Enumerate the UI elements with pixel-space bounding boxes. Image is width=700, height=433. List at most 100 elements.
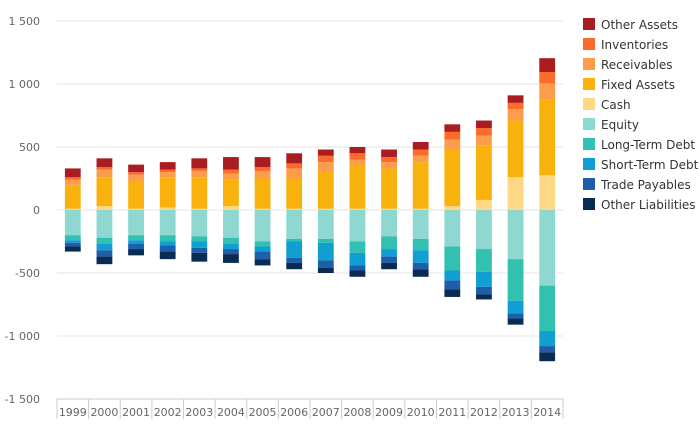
bar-segment bbox=[539, 99, 556, 176]
bar-segment bbox=[507, 318, 524, 325]
bar-segment bbox=[254, 210, 271, 242]
legend-item[interactable]: Other Assets bbox=[583, 18, 678, 32]
bar-segment bbox=[286, 208, 303, 210]
bar-segment bbox=[128, 172, 144, 175]
y-axis: 1 500 1 000 500 0 -500 -1 000 -1 500 bbox=[5, 15, 40, 406]
x-tick-label: 2005 bbox=[249, 406, 277, 419]
legend-swatch bbox=[583, 38, 595, 50]
bar-segment bbox=[507, 120, 524, 178]
bar-segment bbox=[128, 164, 144, 173]
y-tick-label: 1 500 bbox=[9, 15, 41, 28]
bar-segment bbox=[476, 135, 492, 146]
bar-segment bbox=[507, 109, 524, 121]
bar-segment bbox=[539, 210, 556, 286]
bar-segment bbox=[191, 208, 208, 210]
bar-segment bbox=[476, 145, 492, 200]
bar-segment bbox=[539, 352, 556, 362]
bar-segment bbox=[507, 313, 524, 319]
x-tick-label: 2007 bbox=[312, 406, 340, 419]
bar-segment bbox=[507, 177, 524, 210]
bar-segment bbox=[317, 260, 334, 268]
bar-segment bbox=[349, 153, 366, 160]
bar-segment bbox=[286, 238, 303, 242]
bar-segment bbox=[191, 210, 208, 237]
bar-segment bbox=[64, 246, 81, 252]
legend-item[interactable]: Receivables bbox=[583, 58, 673, 72]
bar-segment bbox=[317, 162, 334, 171]
bar-segment bbox=[349, 208, 366, 210]
bar-segment bbox=[507, 95, 524, 103]
bar-segment bbox=[381, 157, 397, 163]
bar-segment bbox=[444, 280, 461, 290]
bar-segment bbox=[317, 267, 334, 273]
legend-item[interactable]: Other Liabilities bbox=[583, 198, 696, 212]
x-tick-label: 2012 bbox=[470, 406, 498, 419]
bar-segment bbox=[444, 246, 461, 271]
y-tick-label: 500 bbox=[19, 141, 40, 154]
legend-swatch bbox=[583, 158, 595, 170]
bar-segment bbox=[191, 236, 208, 242]
bar-segment bbox=[96, 177, 113, 207]
x-tick-label: 2006 bbox=[280, 406, 308, 419]
bar-segment bbox=[381, 168, 397, 209]
bar-segment bbox=[317, 149, 334, 156]
legend-item[interactable]: Inventories bbox=[583, 38, 668, 52]
bars bbox=[64, 58, 556, 362]
x-tick-label: 2002 bbox=[154, 406, 182, 419]
bar-segment bbox=[412, 238, 429, 251]
bar-segment bbox=[159, 235, 176, 242]
bar-segment bbox=[349, 265, 366, 271]
bar-segment bbox=[539, 346, 556, 353]
legend-item[interactable]: Equity bbox=[583, 118, 639, 132]
bar-segment bbox=[159, 241, 176, 246]
bar-segment bbox=[286, 168, 303, 179]
bar-segment bbox=[254, 246, 271, 252]
bar-segment bbox=[381, 149, 397, 158]
x-tick-label: 2011 bbox=[438, 406, 466, 419]
bar-segment bbox=[159, 177, 176, 208]
bar-segment bbox=[349, 270, 366, 277]
bar-segment bbox=[223, 254, 239, 263]
y-tick-label: 1 000 bbox=[9, 78, 41, 91]
bar-segment bbox=[64, 177, 81, 180]
bar-segment bbox=[412, 149, 429, 156]
bar-segment bbox=[286, 257, 303, 263]
bar-segment bbox=[412, 269, 429, 277]
bar-segment bbox=[381, 256, 397, 263]
bar-segment bbox=[476, 249, 492, 272]
x-tick-label: 2003 bbox=[185, 406, 213, 419]
bar-segment bbox=[476, 199, 492, 210]
bar-segment bbox=[444, 210, 461, 247]
bar-segment bbox=[223, 244, 239, 250]
bar-segment bbox=[286, 262, 303, 270]
legend-item[interactable]: Trade Payables bbox=[583, 178, 691, 192]
legend-label: Equity bbox=[601, 118, 639, 132]
bar-segment bbox=[159, 210, 176, 236]
bar-segment bbox=[64, 210, 81, 236]
legend-swatch bbox=[583, 58, 595, 70]
legend-item[interactable]: Fixed Assets bbox=[583, 78, 675, 92]
legend-swatch bbox=[583, 198, 595, 210]
bar-segment bbox=[349, 159, 366, 166]
bar-segment bbox=[349, 252, 366, 266]
legend-item[interactable]: Long-Term Debt bbox=[583, 138, 695, 152]
bar-segment bbox=[223, 169, 239, 174]
bar-segment bbox=[128, 208, 144, 210]
bar-segment bbox=[539, 330, 556, 347]
y-tick-label: -1 500 bbox=[5, 393, 40, 406]
legend-item[interactable]: Cash bbox=[583, 98, 631, 112]
bar-segment bbox=[412, 141, 429, 150]
legend-label: Inventories bbox=[601, 38, 668, 52]
bar-segment bbox=[476, 120, 492, 129]
legend-swatch bbox=[583, 138, 595, 150]
bar-segment bbox=[159, 245, 176, 252]
legend-item[interactable]: Short-Term Debt bbox=[583, 158, 699, 172]
legend-label: Short-Term Debt bbox=[601, 158, 699, 172]
bar-segment bbox=[191, 241, 208, 248]
legend-swatch bbox=[583, 78, 595, 90]
bar-segment bbox=[349, 165, 366, 209]
bar-segment bbox=[254, 241, 271, 247]
bar-segment bbox=[254, 178, 271, 209]
bar-segment bbox=[381, 249, 397, 257]
